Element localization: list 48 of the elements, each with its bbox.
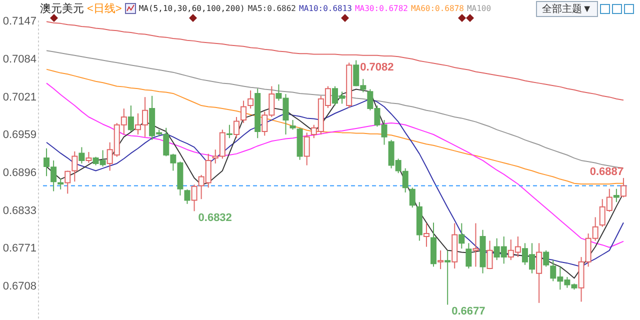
candlestick [536,242,542,304]
candlestick [128,105,134,132]
text: 全部主题▼ [536,1,598,17]
text: MA(5,10,30,60,100,200) [138,4,245,13]
candlestick [438,250,444,270]
candlestick [458,222,465,250]
candlestick [613,188,620,203]
y-tick-label: 0.7084 [2,54,36,66]
candlestick [620,177,626,198]
candlestick [72,150,78,182]
candlestick [304,132,310,166]
candlestick [472,222,479,268]
y-tick-label: 0.6896 [2,167,36,180]
candlestick [248,90,254,110]
candlestick [486,240,493,270]
candlestick [409,187,416,208]
y-tick-label: 0.7147 [2,16,36,28]
y-tick-label: 0.6959 [2,129,36,141]
annotation: 0.7082 [360,61,394,74]
candlestick [423,222,430,248]
candlestick [543,250,550,268]
text: MA60:0.6878 [410,4,464,13]
chart-subtitle: <日线> [87,2,122,16]
candlestick [444,250,451,306]
candlestick [86,152,92,164]
candlestick [290,120,296,130]
candlestick [240,100,247,124]
text: MA100 [466,4,492,13]
text: MA5:0.6862 [248,4,296,13]
candlestick [226,124,232,139]
candlestick [402,168,408,193]
line-series [46,82,624,248]
chart-title: 澳元美元 [40,2,84,16]
candlestick [233,116,240,139]
y-tick-label: 0.6708 [2,280,36,293]
candlestick [58,178,64,190]
annotation: 0.6832 [198,212,232,224]
text: MA10:0.6813 [299,4,352,13]
y-tick-label: 0.6771 [2,242,36,254]
candlestick [466,242,472,270]
candlestick [78,146,85,164]
candlestick [64,170,71,194]
text: MA30:0.6782 [354,4,408,13]
annotation: 0.6677 [452,306,486,318]
y-tick-label: 0.7021 [2,92,36,104]
candlestick [184,188,190,204]
y-tick-label: 0.6833 [2,205,36,218]
annotation: 0.6887 [590,166,624,178]
